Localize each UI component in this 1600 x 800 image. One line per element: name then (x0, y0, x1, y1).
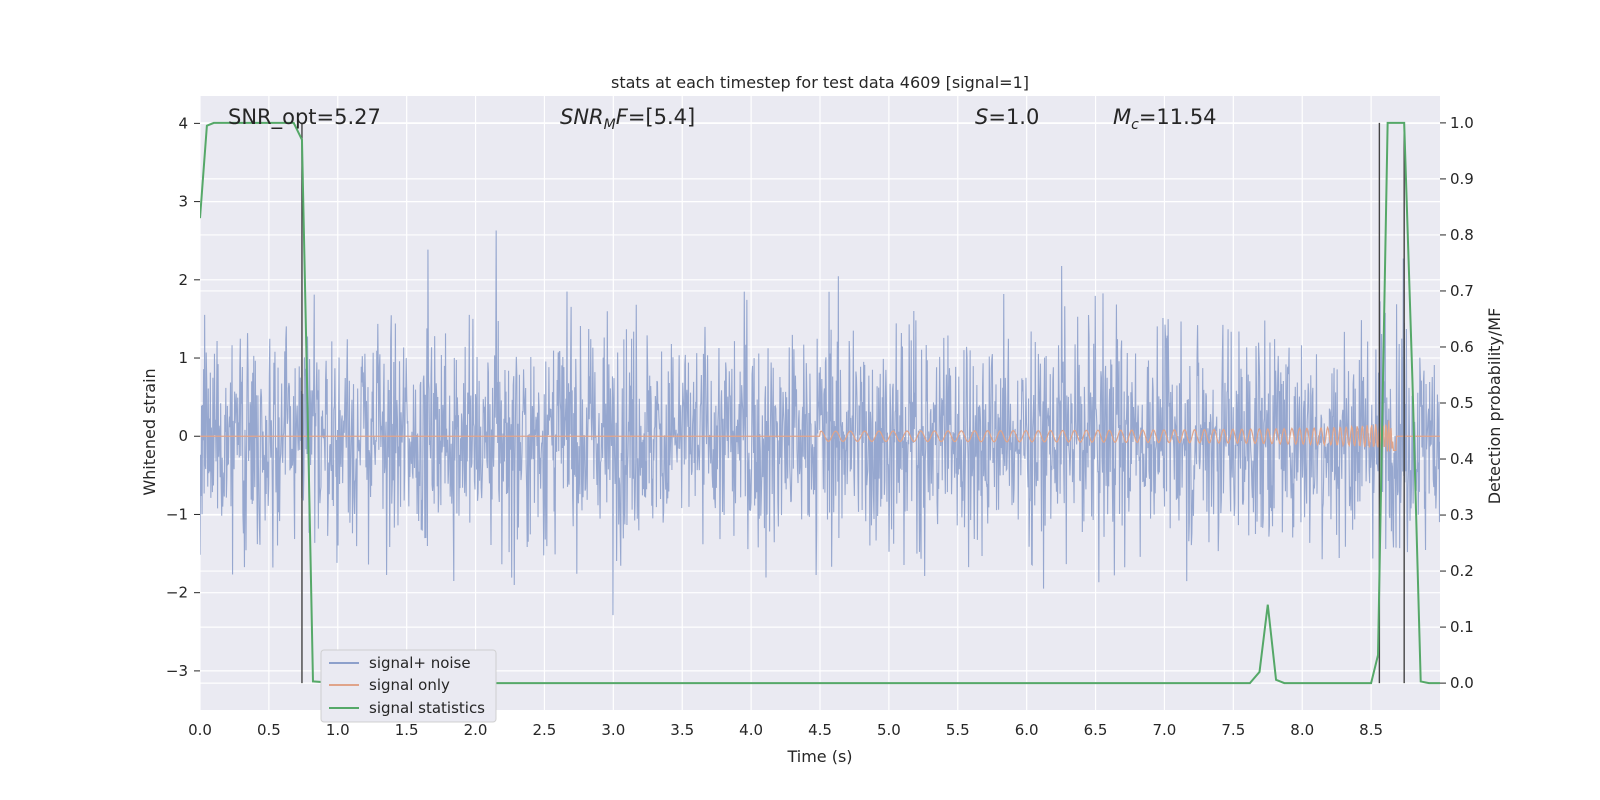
y-tick-label: 4 (178, 114, 188, 132)
x-tick-label: 8.5 (1359, 721, 1383, 739)
data-layer (200, 121, 1440, 685)
x-tick-label: 3.0 (601, 721, 625, 739)
annotation-mc: Mc=11.54 (1113, 105, 1217, 133)
y-tick-label: 0 (178, 427, 188, 445)
y-tick-label: 2 (178, 271, 188, 289)
x-tick-label: 1.0 (326, 721, 350, 739)
y-tick-label: 1 (178, 349, 188, 367)
legend-label-signal-statistics: signal statistics (369, 699, 485, 717)
y2-tick-label: 0.5 (1450, 394, 1474, 412)
series-signal-noise (200, 230, 1440, 616)
annotation-snr_mf: SNRMF=[5.4] (560, 105, 695, 133)
y2-tick-label: 0.4 (1450, 450, 1474, 468)
x-tick-label: 3.5 (670, 721, 694, 739)
x-tick-label: 7.0 (1153, 721, 1177, 739)
x-tick-label: 5.0 (877, 721, 901, 739)
x-tick-label: 0.5 (257, 721, 281, 739)
x-tick-label: 4.5 (808, 721, 832, 739)
annotations: SNR_opt=5.27 SNRMF=[5.4] S=1.0 Mc=11.54 (228, 105, 1217, 133)
annotation-s: S=1.0 (975, 105, 1039, 129)
y2-tick-label: 0.0 (1450, 674, 1474, 692)
legend-label-signal-noise: signal+ noise (369, 654, 471, 672)
x-tick-label: 2.5 (533, 721, 557, 739)
x-tick-label: 7.5 (1221, 721, 1245, 739)
y2-axis-label: Detection probability/MF (1485, 308, 1504, 505)
chart-title: stats at each timestep for test data 460… (611, 73, 1029, 92)
y2-tick-label: 0.8 (1450, 226, 1474, 244)
legend: signal+ noise signal only signal statist… (320, 649, 497, 723)
y-tick-label: −1 (166, 505, 188, 523)
y-axis-label: Whitened strain (140, 368, 159, 495)
y2-tick-label: 0.9 (1450, 170, 1474, 188)
y2-tick-label: 0.6 (1450, 338, 1474, 356)
x-tick-label: 5.5 (946, 721, 970, 739)
y2-tick-label: 0.1 (1450, 618, 1474, 636)
x-tick-label: 1.5 (395, 721, 419, 739)
x-tick-label: 8.0 (1290, 721, 1314, 739)
x-tick-label: 4.0 (739, 721, 763, 739)
series-signal-only (200, 420, 1440, 452)
x-tick-label: 6.0 (1015, 721, 1039, 739)
y2-tick-label: 0.7 (1450, 282, 1474, 300)
y2-tick-label: 0.2 (1450, 562, 1474, 580)
x-tick-label: 2.0 (464, 721, 488, 739)
legend-label-signal-only: signal only (369, 676, 450, 694)
y-tick-label: 3 (178, 193, 188, 211)
y-tick-label: −2 (166, 584, 188, 602)
ticks: 0.0 0.5 1.0 1.5 2.0 2.5 3.0 3.5 4.0 4.5 5.0 5.5 6.0 6… (166, 114, 1474, 739)
series-signal-statistics (200, 121, 1440, 685)
x-tick-label: 0.0 (188, 721, 212, 739)
y-tick-label: −3 (166, 662, 188, 680)
legend-box (320, 649, 497, 723)
x-tick-label: 6.5 (1084, 721, 1108, 739)
x-axis-label: Time (s) (786, 747, 852, 766)
y2-tick-label: 0.3 (1450, 506, 1474, 524)
annotation-snr_opt: SNR_opt=5.27 (228, 105, 381, 130)
y2-tick-label: 1.0 (1450, 114, 1474, 132)
